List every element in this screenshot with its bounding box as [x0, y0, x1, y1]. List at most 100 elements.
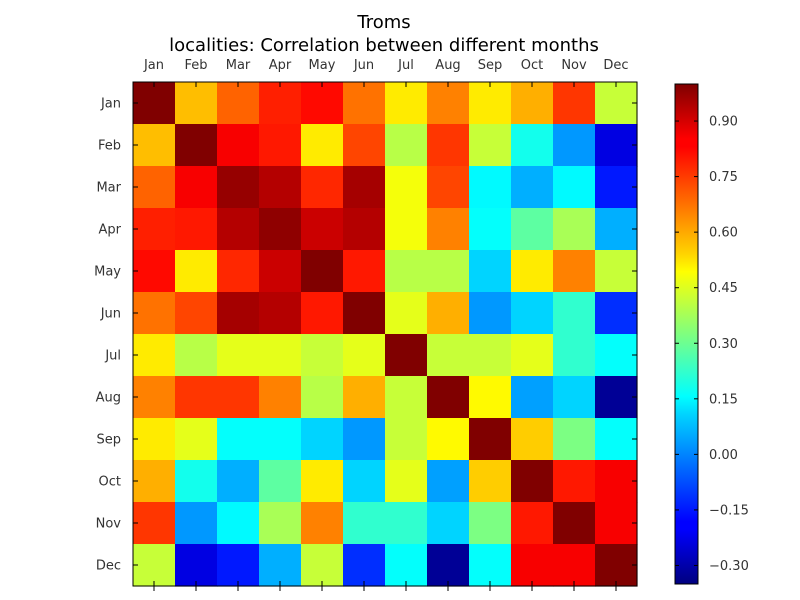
- heatmap-cell: [217, 418, 260, 461]
- heatmap-cell: [595, 460, 638, 503]
- heatmap-cell: [385, 418, 428, 461]
- heatmap-cell: [595, 418, 638, 461]
- heatmap-cell: [553, 334, 596, 377]
- x-tick-label: Jul: [397, 58, 414, 73]
- heatmap-cell: [343, 376, 386, 419]
- heatmap-cell: [343, 124, 386, 167]
- colorbar-tick-label: 0.15: [709, 392, 738, 407]
- axis-ticks: [133, 82, 637, 591]
- heatmap-cell: [511, 124, 554, 167]
- heatmap-cell: [385, 82, 428, 125]
- heatmap-cell: [259, 544, 302, 587]
- heatmap-cell: [469, 334, 512, 377]
- heatmap-cell: [175, 502, 218, 545]
- heatmap-cell: [301, 124, 344, 167]
- chart-title: Troms: [356, 12, 410, 33]
- heatmap-cell: [469, 166, 512, 209]
- heatmap-cell: [175, 124, 218, 167]
- heatmap-cell: [595, 292, 638, 335]
- y-tick-labels: Jan Feb Mar Apr May Jun Jul Aug Sep Oct Nov Dec: [94, 97, 122, 574]
- x-tick-label: Oct: [521, 58, 543, 73]
- heatmap-cell: [469, 250, 512, 293]
- heatmap-cell: [175, 250, 218, 293]
- y-tick-label: Dec: [96, 559, 121, 574]
- colorbar-tick-label: 0.60: [709, 226, 738, 241]
- heatmap-cell: [301, 82, 344, 125]
- y-tick-label: Feb: [98, 139, 121, 154]
- heatmap-cell: [175, 208, 218, 251]
- heatmap-cell: [259, 82, 302, 125]
- y-tick-label: Nov: [96, 517, 122, 532]
- heatmap-cell: [259, 166, 302, 209]
- heatmap-cell: [511, 334, 554, 377]
- heatmap-cell: [343, 292, 386, 335]
- heatmap-cell: [133, 376, 176, 419]
- plot-frame: [132, 81, 638, 587]
- heatmap-cell: [385, 292, 428, 335]
- heatmap-cell: [595, 250, 638, 293]
- heatmap-cell: [469, 502, 512, 545]
- x-tick-label: Jun: [353, 58, 374, 73]
- heatmap-cell: [175, 292, 218, 335]
- heatmap-cell: [343, 208, 386, 251]
- heatmap-cell: [343, 334, 386, 377]
- heatmap-cell: [511, 502, 554, 545]
- x-tick-label: Aug: [435, 58, 460, 73]
- y-tick-label: May: [94, 265, 121, 280]
- heatmap-cell: [217, 502, 260, 545]
- heatmap-cell: [175, 376, 218, 419]
- heatmap-cell: [595, 82, 638, 125]
- heatmap-cell: [133, 502, 176, 545]
- heatmap-cell: [385, 502, 428, 545]
- heatmap-cell: [301, 544, 344, 587]
- heatmap-cell: [343, 250, 386, 293]
- heatmap-cell: [301, 418, 344, 461]
- colorbar-tick-label: 0.00: [709, 448, 738, 463]
- heatmap-cell: [385, 334, 428, 377]
- x-tick-label: May: [309, 58, 336, 73]
- heatmap-cell: [595, 544, 638, 587]
- heatmap-cell: [133, 166, 176, 209]
- heatmap-cell: [595, 166, 638, 209]
- heatmap-cell: [469, 544, 512, 587]
- heatmap-cell: [343, 82, 386, 125]
- y-tick-label: Sep: [96, 433, 121, 448]
- heatmap-cell: [511, 292, 554, 335]
- heatmap-cell: [343, 418, 386, 461]
- y-tick-label: Mar: [96, 181, 121, 196]
- heatmap-cell: [385, 460, 428, 503]
- colorbar-tick-label: 0.45: [709, 281, 738, 296]
- heatmap-cell: [511, 250, 554, 293]
- heatmap-cell: [469, 460, 512, 503]
- heatmap-cell: [217, 376, 260, 419]
- heatmap-cell: [553, 292, 596, 335]
- heatmap-cell: [301, 376, 344, 419]
- colorbar-tick-label: 0.90: [709, 115, 738, 130]
- heatmap-cell: [595, 502, 638, 545]
- x-tick-label: Jan: [143, 58, 164, 73]
- heatmap-cell: [427, 208, 470, 251]
- heatmap-cell: [385, 250, 428, 293]
- heatmap-cell: [133, 250, 176, 293]
- heatmap-cell: [133, 208, 176, 251]
- heatmap-cell: [511, 208, 554, 251]
- x-tick-labels: Jan Feb Mar Apr May Jun Jul Aug Sep Oct Nov Dec: [143, 58, 629, 73]
- x-tick-label: Nov: [561, 58, 587, 73]
- heatmap-cell: [385, 376, 428, 419]
- colorbar-tick-label: 0.75: [709, 170, 738, 185]
- colorbar-tick-label: 0.30: [709, 337, 738, 352]
- x-tick-label: Feb: [184, 58, 207, 73]
- heatmap-cell: [217, 166, 260, 209]
- colorbar-tick-label: −0.15: [709, 503, 749, 518]
- heatmap-cell: [553, 460, 596, 503]
- heatmap-cell: [553, 418, 596, 461]
- heatmap-cell: [553, 544, 596, 587]
- heatmap-cell: [133, 124, 176, 167]
- heatmap-cell: [553, 250, 596, 293]
- heatmap-cell: [427, 376, 470, 419]
- heatmap-cell: [511, 82, 554, 125]
- heatmap-cell: [217, 292, 260, 335]
- heatmap-cell: [259, 124, 302, 167]
- heatmap-cell: [595, 334, 638, 377]
- heatmap-cell: [427, 124, 470, 167]
